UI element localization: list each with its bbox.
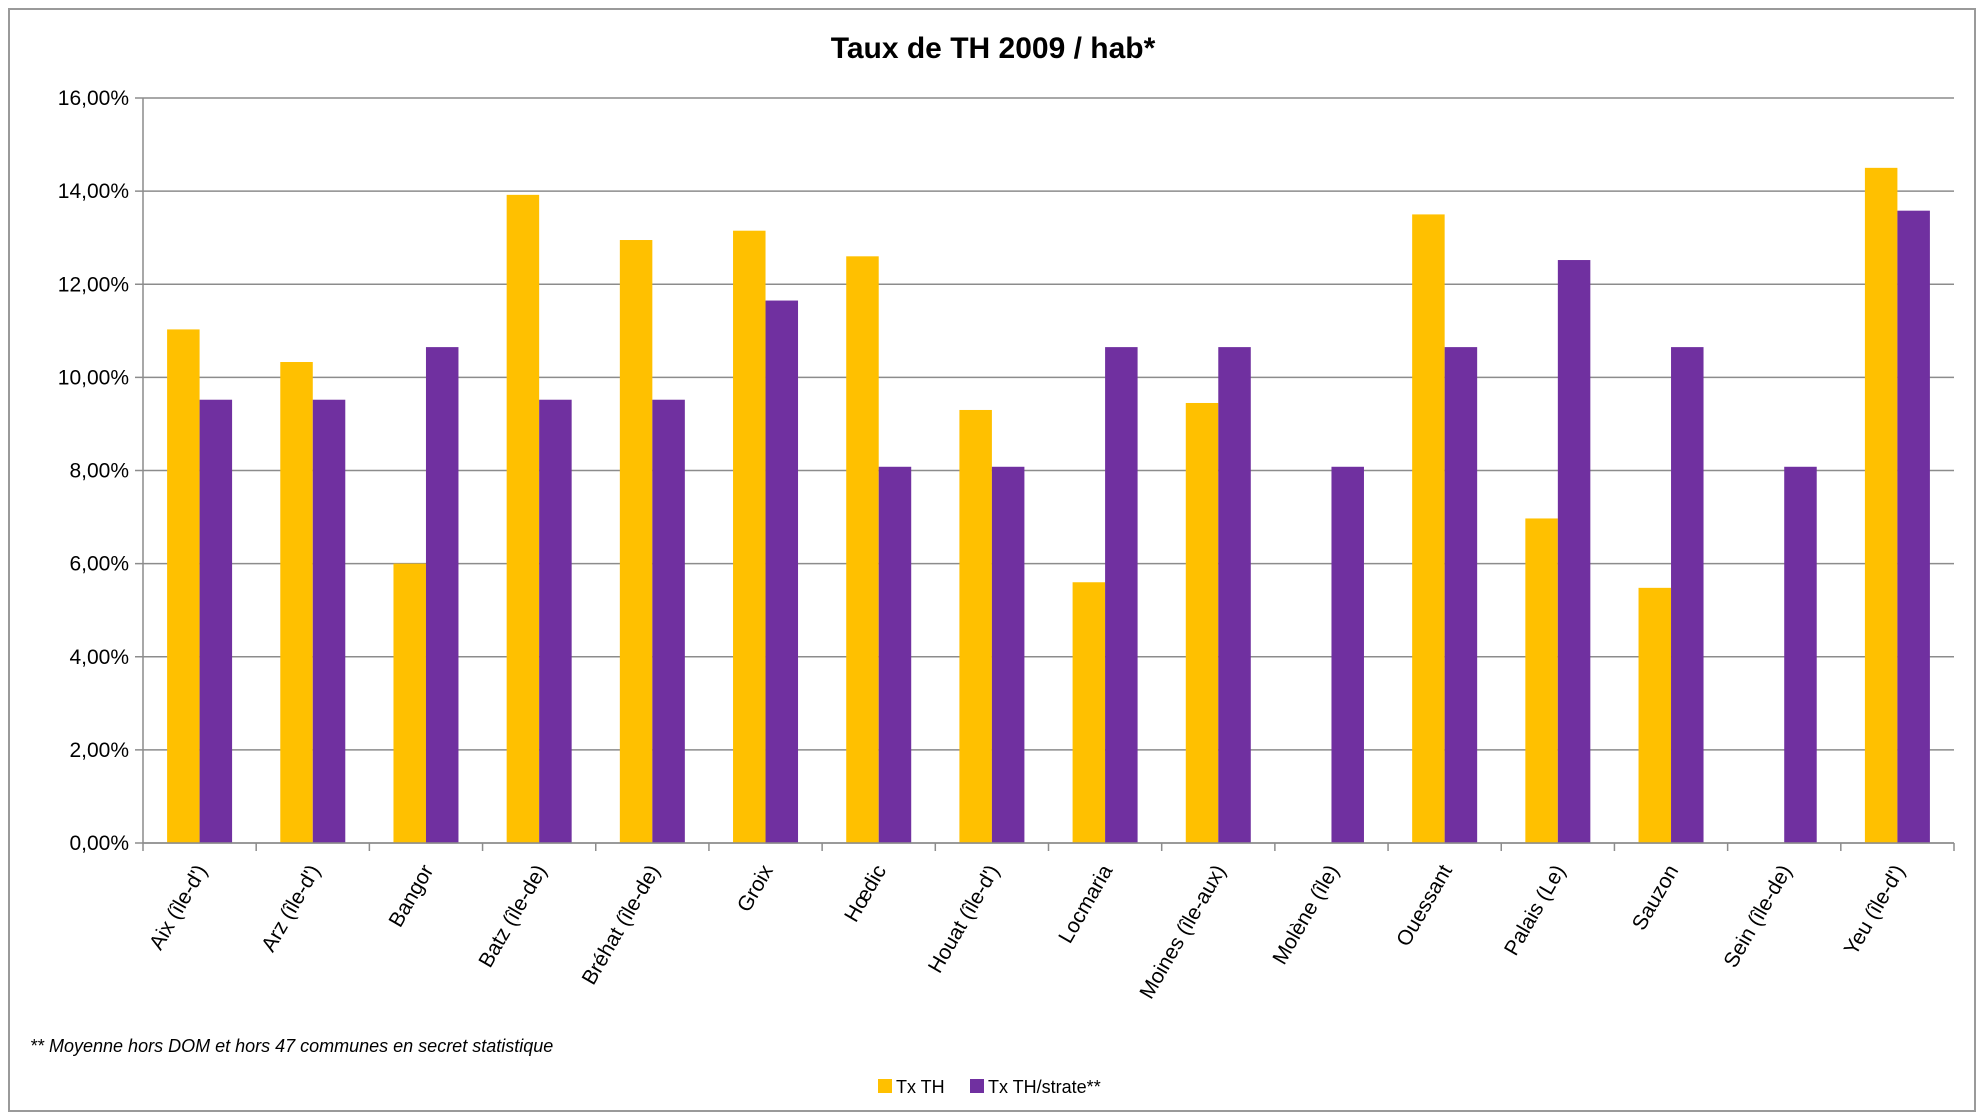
y-tick-label: 8,00% [69,460,129,483]
x-category-label: Bréhat (île-de) [578,861,665,989]
x-category-label: Sein (île-de) [1719,861,1796,972]
y-axis-ticks: 0,00% 2,00% 4,00% 6,00% 8,00% 10,00% 12,00% 14,… [58,87,129,855]
x-category-label: Houat (île-d') [924,861,1004,977]
x-category-label: Hœdic [840,861,891,926]
bar-tx-th [1525,518,1558,843]
bar-tx-th-strate [1218,347,1251,843]
legend-label: Tx TH/strate** [988,1077,1101,1097]
bar-tx-th [1185,402,1219,843]
bar-tx-th-strate [1784,466,1817,843]
x-category-label: Locmaria [1054,861,1117,948]
bar-tx-th [1072,582,1106,843]
x-category-label: Palais (Le) [1500,861,1570,959]
bar-tx-th [619,240,653,843]
chart-title: Taux de TH 2009 / hab* [831,32,1156,65]
bar-tx-th-strate [1444,347,1478,843]
legend: Tx TH Tx TH/strate** [878,1077,1101,1097]
bar-tx-th-strate [539,399,572,843]
x-category-label: Moines (île-aux) [1135,861,1230,1003]
bar-tx-th [846,256,879,843]
x-category-label: Ouessant [1392,861,1457,950]
legend-label: Tx TH [896,1077,945,1097]
x-category-label: Sauzon [1628,861,1684,934]
legend-swatch [970,1079,984,1093]
bar-tx-th-strate [199,399,233,843]
x-category-label: Batz (île-de) [474,861,551,972]
bar-tx-th-strate [1897,210,1930,843]
bars [167,167,1930,844]
x-category-label: Arz (île-d') [257,861,325,956]
y-tick-label: 10,00% [58,366,129,389]
bar-tx-th-strate [425,347,459,843]
bar-tx-th-strate [878,466,912,843]
y-tick-label: 6,00% [69,553,129,576]
bar-tx-th [393,563,426,843]
axes [142,98,1955,851]
bar-tx-th [280,362,313,843]
x-category-label: Bangor [385,861,439,931]
y-tick-label: 0,00% [69,832,129,855]
bar-tx-th-strate [991,466,1025,843]
bar-tx-th-strate [1557,260,1591,844]
bar-tx-th-strate [1331,466,1364,843]
legend-swatch [878,1079,892,1093]
bar-tx-th-strate [312,399,346,843]
bar-tx-th [1638,587,1672,843]
bar-tx-th [959,409,992,843]
bar-tx-th-strate [1671,347,1704,843]
bar-tx-th [167,329,200,843]
bar-tx-th [733,230,766,843]
footnote: ** Moyenne hors DOM et hors 47 communes … [30,1036,553,1056]
y-tick-label: 14,00% [58,180,129,203]
bar-tx-th [1864,167,1898,843]
y-tick-label: 4,00% [69,646,129,669]
bar-tx-th-strate [1105,347,1138,843]
bar-tx-th [506,194,540,844]
x-category-label: Groix [733,861,778,916]
x-axis-categories: Aix (île-d') Arz (île-d') Bangor Batz (île-… [145,861,1910,1003]
x-category-label: Molène (île) [1268,861,1343,969]
bar-tx-th-strate [765,300,799,843]
x-category-label: Aix (île-d') [145,861,212,954]
bar-tx-th [1412,214,1445,843]
x-category-label: Yeu (île-d') [1840,861,1910,959]
y-tick-label: 16,00% [58,87,129,110]
bar-tx-th-strate [652,399,685,843]
y-tick-label: 2,00% [69,739,129,762]
y-tick-label: 12,00% [58,273,129,296]
